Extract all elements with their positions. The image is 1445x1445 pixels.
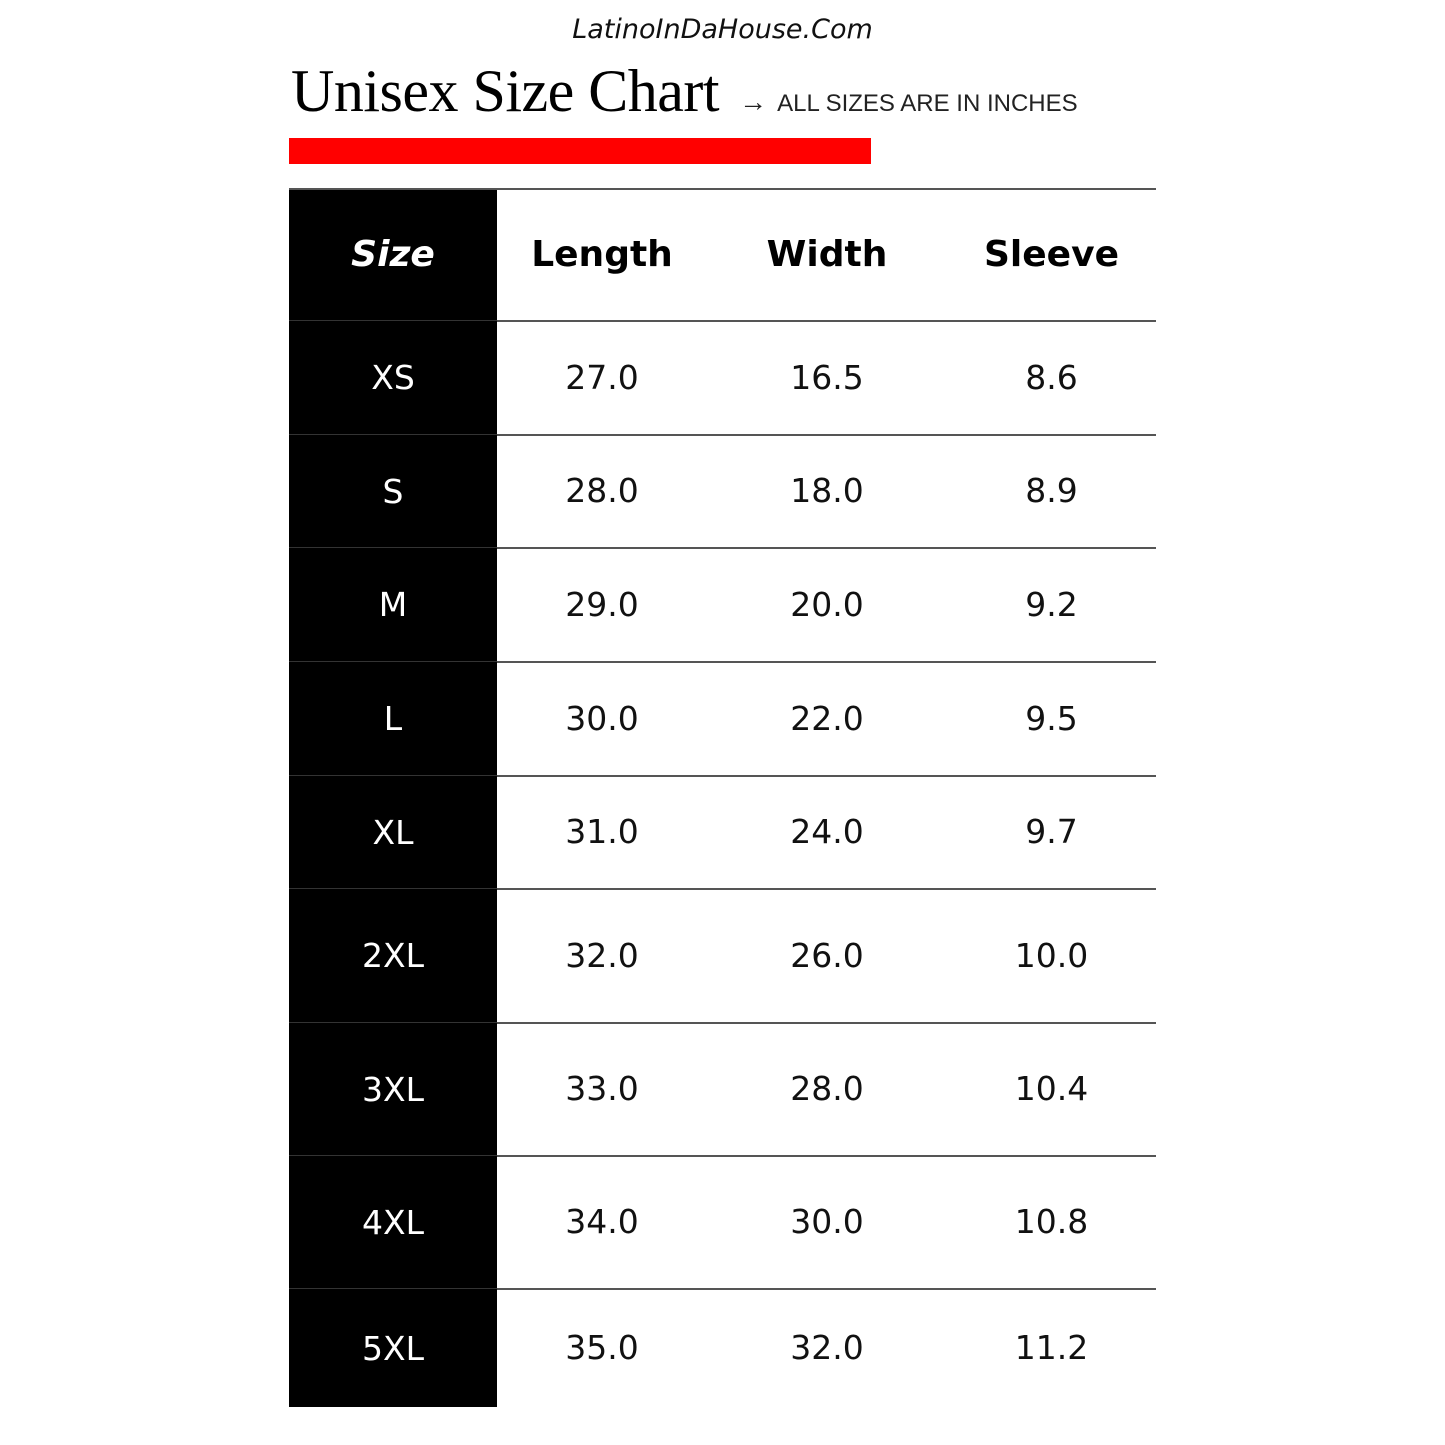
header-size: Size bbox=[289, 188, 497, 320]
cell-length: 34.0 bbox=[565, 1202, 639, 1241]
accent-bar bbox=[289, 138, 871, 164]
cell-size: S bbox=[289, 434, 497, 547]
cell-width: 16.5 bbox=[790, 357, 864, 397]
cell-sleeve: 10.0 bbox=[1014, 935, 1089, 975]
cell-size: L bbox=[289, 661, 497, 775]
cell-size: 3XL bbox=[289, 1022, 497, 1155]
header-width: Width bbox=[766, 233, 888, 275]
cell-sleeve: 8.6 bbox=[1025, 357, 1078, 397]
cell-length: 31.0 bbox=[565, 812, 639, 851]
cell-width: 18.0 bbox=[790, 471, 864, 510]
cell-length: 30.0 bbox=[565, 698, 639, 738]
cell-width: 32.0 bbox=[790, 1328, 864, 1367]
cell-length: 35.0 bbox=[565, 1328, 639, 1367]
table-row: 4XL 34.0 30.0 10.8 bbox=[289, 1155, 1156, 1288]
header-length: Length bbox=[531, 233, 673, 275]
cell-width: 28.0 bbox=[790, 1069, 864, 1108]
cell-size: 5XL bbox=[289, 1288, 497, 1407]
cell-width: 20.0 bbox=[790, 584, 864, 624]
table-row: 5XL 35.0 32.0 11.2 bbox=[289, 1288, 1156, 1407]
table-row: 2XL 32.0 26.0 10.0 bbox=[289, 888, 1156, 1022]
cell-size: 2XL bbox=[289, 888, 497, 1022]
cell-width: 26.0 bbox=[790, 935, 864, 975]
page-title: Unisex Size Chart bbox=[291, 58, 720, 124]
table-row: M 29.0 20.0 9.2 bbox=[289, 547, 1156, 661]
site-name: LatinoInDaHouse.Com bbox=[572, 14, 873, 45]
units-note: → ALL SIZES ARE IN INCHES bbox=[739, 86, 1078, 118]
cell-size: 4XL bbox=[289, 1155, 497, 1288]
table-body: XS 27.0 16.5 8.6 S 28.0 18.0 8.9 M 29.0 20.0 9.2 L 30… bbox=[289, 320, 1156, 1407]
cell-width: 30.0 bbox=[790, 1202, 864, 1241]
cell-size: M bbox=[289, 547, 497, 661]
arrow-right-icon: → bbox=[739, 86, 768, 117]
cell-size: XS bbox=[289, 320, 497, 434]
cell-length: 33.0 bbox=[565, 1069, 639, 1108]
cell-sleeve: 9.5 bbox=[1025, 698, 1078, 738]
cell-sleeve: 9.7 bbox=[1025, 812, 1078, 851]
units-note-text: ALL SIZES ARE IN INCHES bbox=[777, 90, 1078, 117]
cell-length: 32.0 bbox=[565, 935, 639, 975]
header-sleeve: Sleeve bbox=[984, 233, 1119, 275]
cell-length: 28.0 bbox=[565, 471, 639, 510]
size-table: Size Length Width Sleeve XS 27.0 16.5 8.6 S 2… bbox=[289, 188, 1156, 1407]
cell-sleeve: 9.2 bbox=[1025, 584, 1078, 624]
table-row: XS 27.0 16.5 8.6 bbox=[289, 320, 1156, 434]
table-header-row: Size Length Width Sleeve bbox=[289, 188, 1156, 320]
table-row: L 30.0 22.0 9.5 bbox=[289, 661, 1156, 775]
cell-sleeve: 8.9 bbox=[1025, 471, 1078, 510]
cell-sleeve: 10.8 bbox=[1014, 1202, 1089, 1241]
cell-length: 27.0 bbox=[565, 357, 639, 397]
table-row: XL 31.0 24.0 9.7 bbox=[289, 775, 1156, 888]
title-bar: Unisex Size Chart → ALL SIZES ARE IN INCH… bbox=[291, 58, 1291, 124]
cell-width: 24.0 bbox=[790, 812, 864, 851]
cell-width: 22.0 bbox=[790, 698, 864, 738]
cell-length: 29.0 bbox=[565, 584, 639, 624]
table-row: S 28.0 18.0 8.9 bbox=[289, 434, 1156, 547]
table-row: 3XL 33.0 28.0 10.4 bbox=[289, 1022, 1156, 1155]
cell-size: XL bbox=[289, 775, 497, 888]
cell-sleeve: 11.2 bbox=[1014, 1328, 1089, 1367]
cell-sleeve: 10.4 bbox=[1014, 1069, 1089, 1108]
